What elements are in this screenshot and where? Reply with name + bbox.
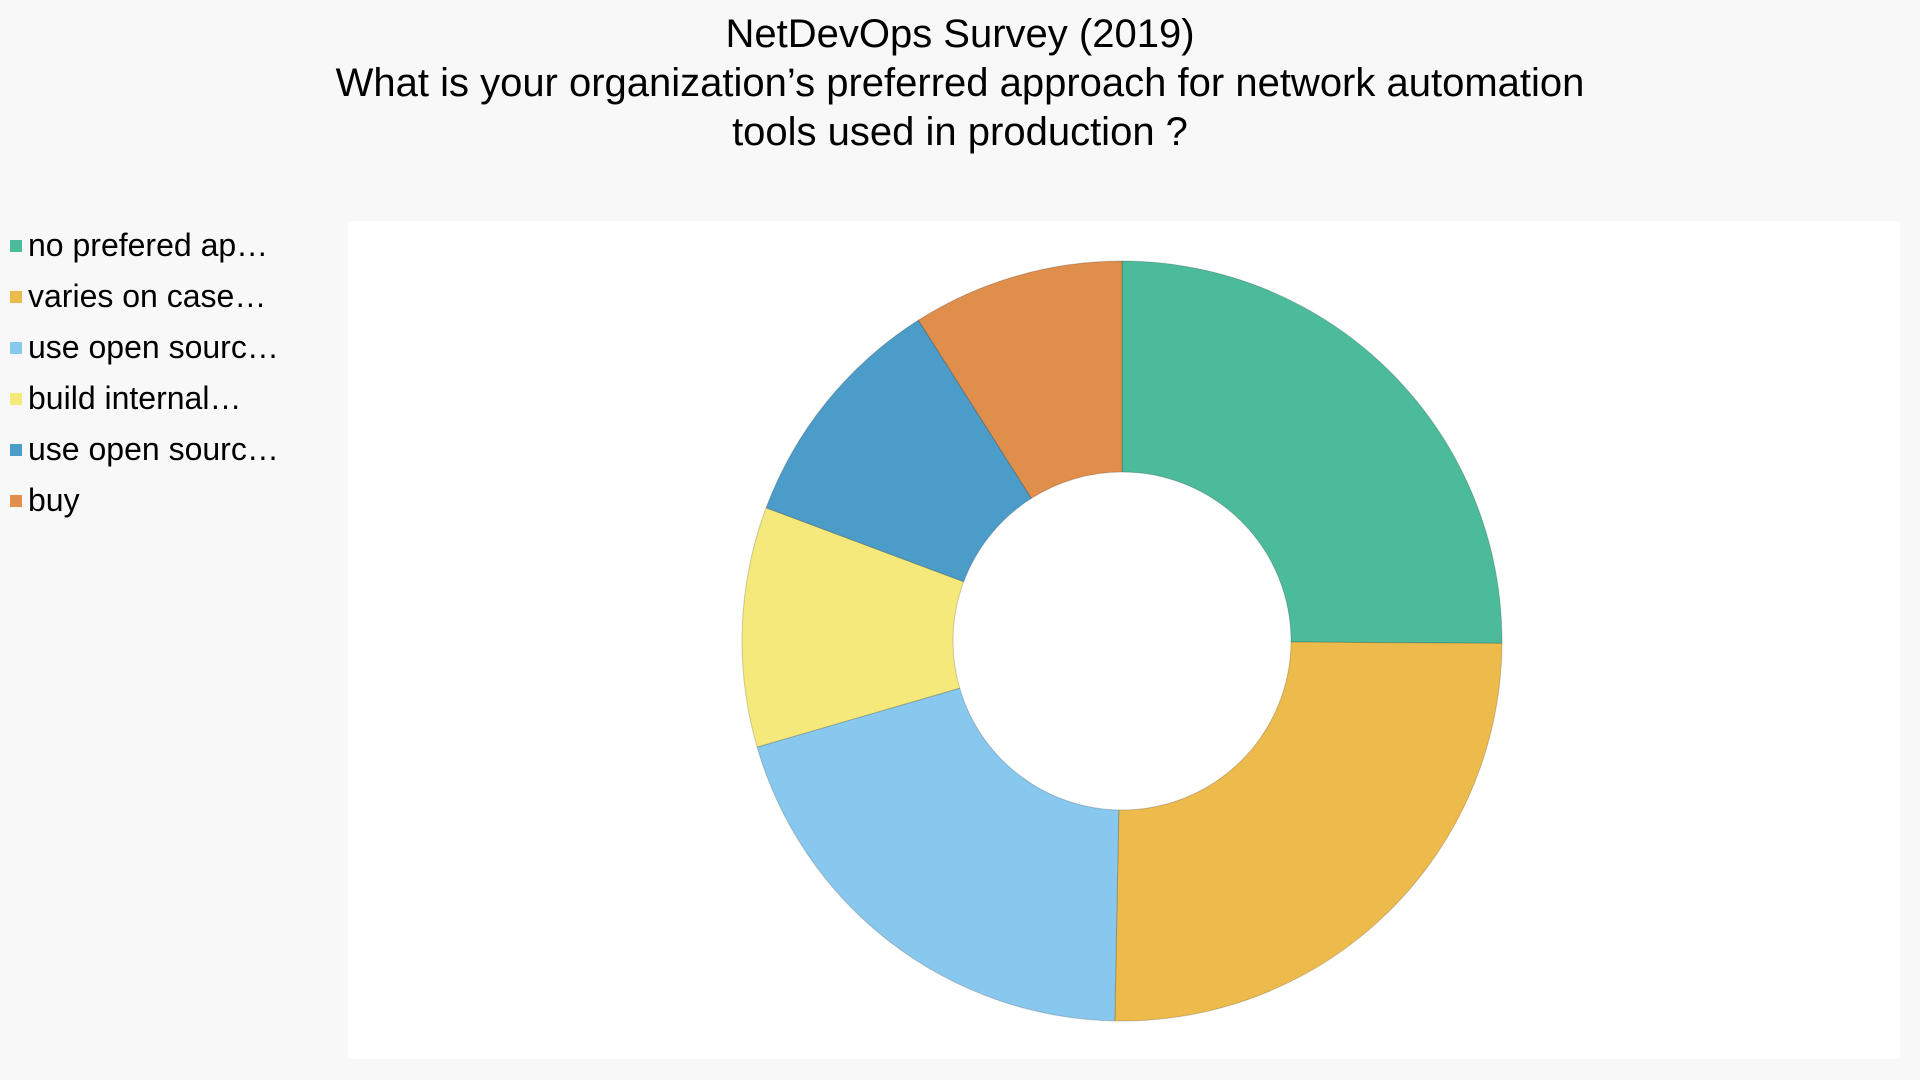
donut-slice[interactable] <box>756 687 1120 1022</box>
donut-chart <box>741 260 1503 1022</box>
legend-label: use open sourc… <box>28 431 279 467</box>
legend-item[interactable]: use open sourc… <box>10 322 279 373</box>
donut-slice[interactable] <box>1114 641 1503 1022</box>
donut-slice[interactable] <box>765 319 1033 583</box>
chart-title-line-1: NetDevOps Survey (2019) <box>725 12 1195 56</box>
legend-item[interactable]: build internal… <box>10 373 279 424</box>
chart-title-line-2: What is your organization’s preferred ap… <box>335 61 1585 105</box>
legend-label: build internal… <box>28 380 242 416</box>
legend-swatch-icon <box>10 494 22 507</box>
legend-label: use open sourc… <box>28 329 279 365</box>
donut-slice[interactable] <box>917 260 1123 499</box>
chart-title-line-3: tools used in production ? <box>732 110 1188 154</box>
donut-slice[interactable] <box>1121 260 1503 644</box>
legend-item[interactable]: varies on case… <box>10 271 279 322</box>
legend-swatch-icon <box>10 341 22 354</box>
legend-item[interactable]: buy <box>10 475 279 526</box>
legend-label: varies on case… <box>28 278 267 314</box>
chart-title: NetDevOps Survey (2019) What is your org… <box>0 10 1920 157</box>
legend-label: no prefered ap… <box>28 227 269 263</box>
donut-slice[interactable] <box>741 507 965 748</box>
plot-area <box>348 221 1900 1059</box>
legend-item[interactable]: no prefered ap… <box>10 220 279 271</box>
legend-swatch-icon <box>10 239 22 252</box>
legend-label: buy <box>28 482 80 518</box>
chart-legend: no prefered ap… varies on case… use open… <box>10 220 279 526</box>
legend-item[interactable]: use open sourc… <box>10 424 279 475</box>
legend-swatch-icon <box>10 443 22 456</box>
legend-swatch-icon <box>10 392 22 405</box>
legend-swatch-icon <box>10 290 22 303</box>
